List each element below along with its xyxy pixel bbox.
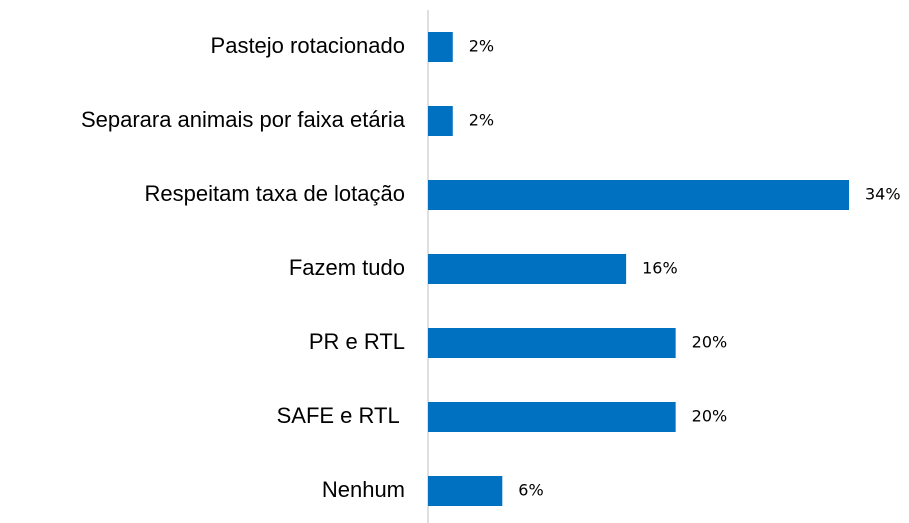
data-label: 16% bbox=[642, 259, 678, 278]
category-label: SAFE e RTL bbox=[277, 403, 405, 428]
bar bbox=[428, 106, 453, 136]
category-label: Fazem tudo bbox=[289, 255, 405, 280]
bar bbox=[428, 402, 676, 432]
category-label: Nenhum bbox=[322, 477, 405, 502]
data-label: 20% bbox=[692, 407, 728, 426]
category-label: PR e RTL bbox=[309, 329, 405, 354]
bar bbox=[428, 180, 849, 210]
bar bbox=[428, 476, 503, 506]
category-label: Pastejo rotacionado bbox=[211, 33, 405, 58]
category-label: Separara animais por faixa etária bbox=[81, 107, 406, 132]
category-label: Respeitam taxa de lotação bbox=[145, 181, 406, 206]
bar bbox=[428, 32, 453, 62]
data-label: 20% bbox=[692, 333, 728, 352]
bar bbox=[428, 328, 676, 358]
data-label: 2% bbox=[469, 111, 494, 130]
data-label: 34% bbox=[865, 185, 901, 204]
data-label: 2% bbox=[469, 37, 494, 56]
data-label: 6% bbox=[518, 481, 543, 500]
bar bbox=[428, 254, 627, 284]
